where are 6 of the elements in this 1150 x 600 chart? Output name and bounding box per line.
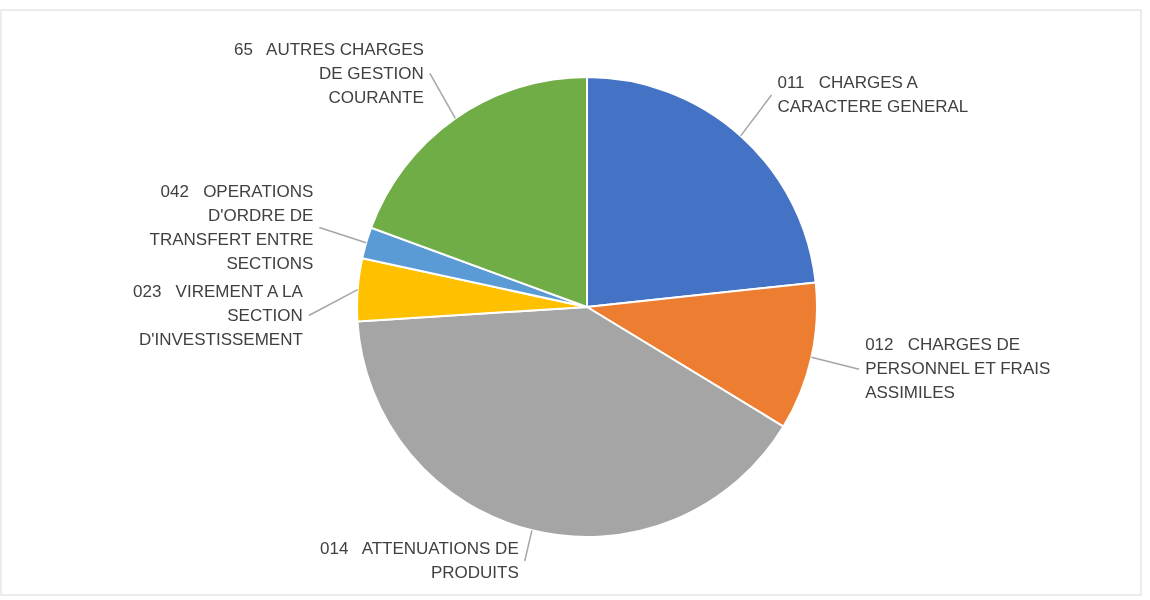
slice-label: 65 AUTRES CHARGES DE GESTION COURANTE: [233, 39, 424, 107]
slice-label: 014 ATTENUATIONS DE PRODUITS: [320, 539, 519, 583]
slice-label: 011 CHARGES A CARACTERE GENERAL: [777, 73, 969, 117]
slice-label: 012 CHARGES DE PERSONNEL ET FRAIS ASSIMILES: [865, 335, 1051, 403]
slice-label: 023 VIREMENT A LA SECTION D'INVESTISSEMENT: [133, 281, 304, 349]
slice-label: 042 OPERATIONS D'ORDRE DE TRANSFERT ENTRE SECTIONS: [149, 181, 314, 273]
